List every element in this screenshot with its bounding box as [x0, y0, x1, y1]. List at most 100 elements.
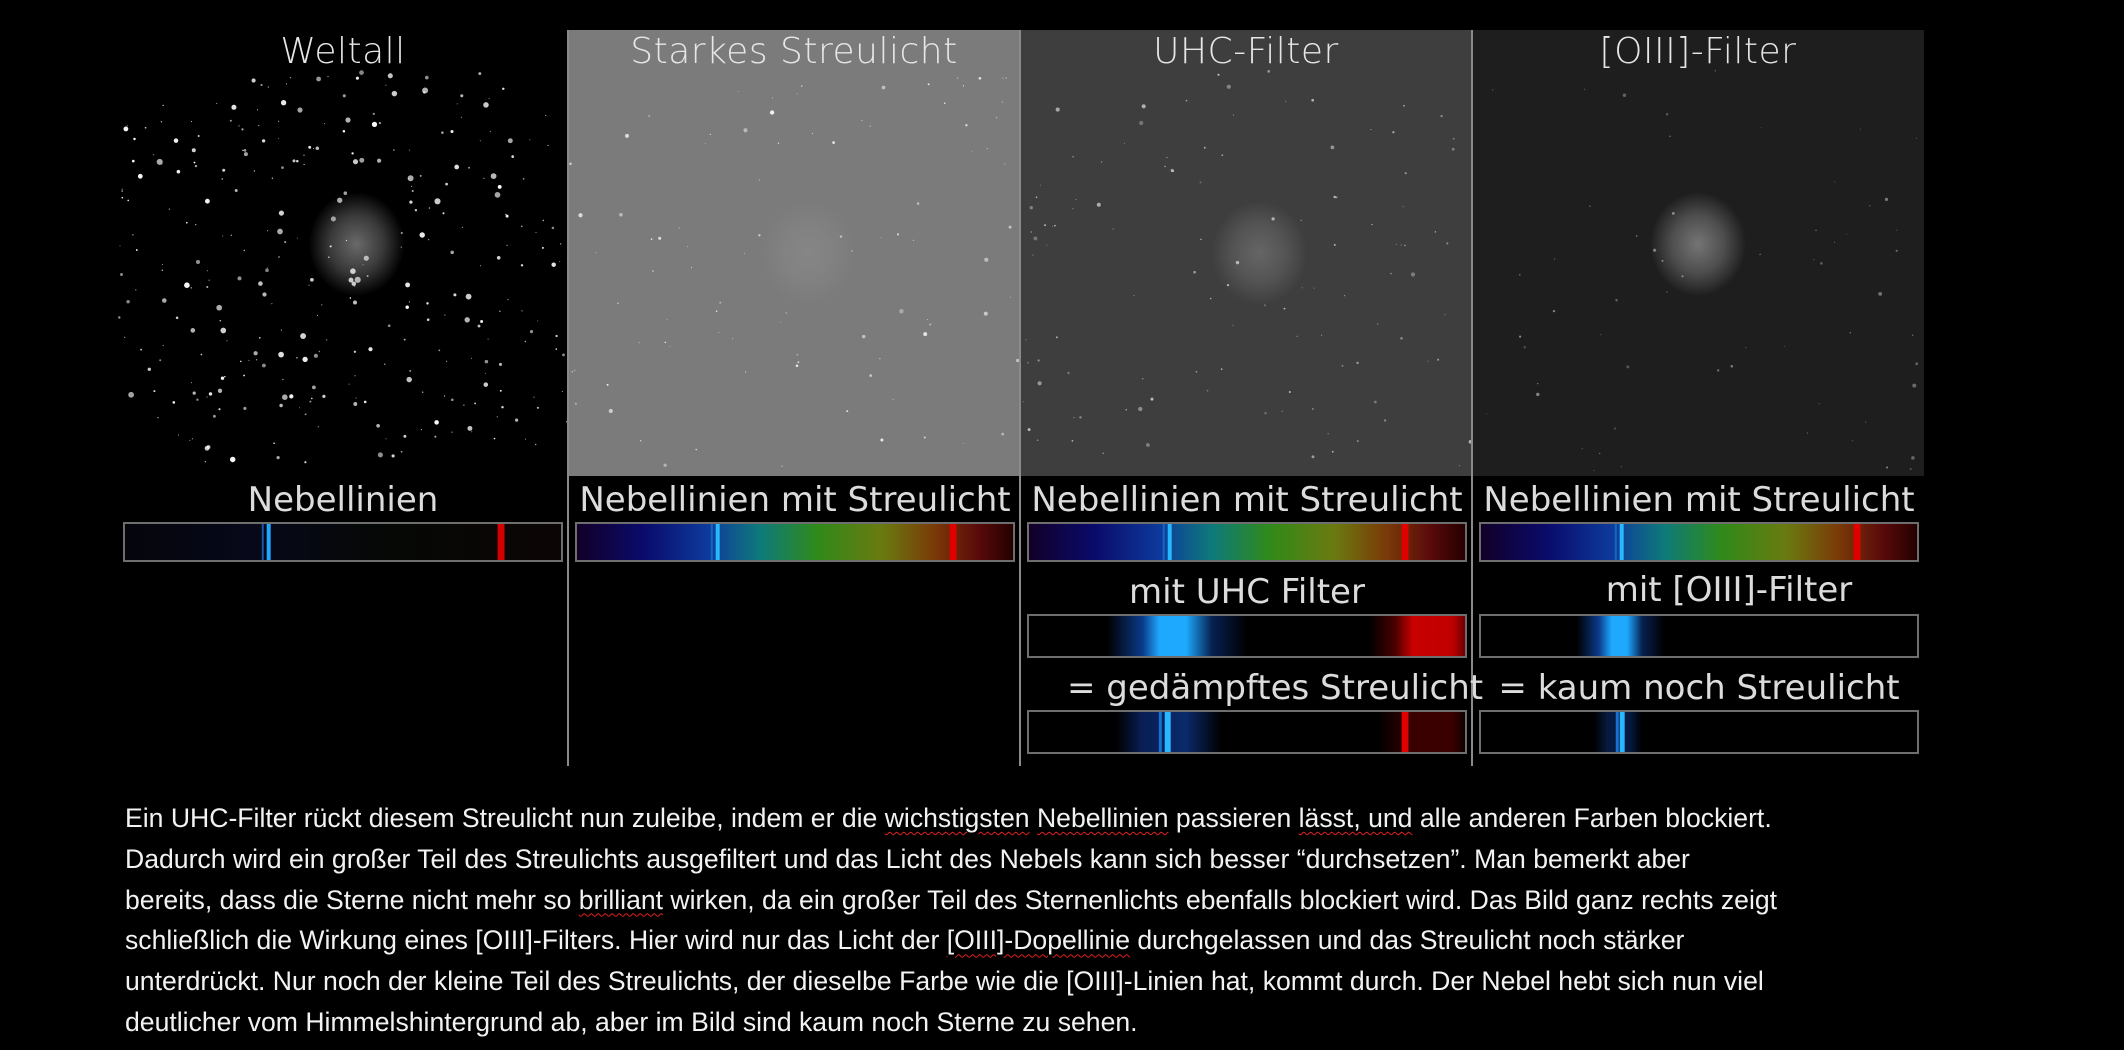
- star: [186, 222, 188, 224]
- star: [262, 364, 266, 368]
- star: [1313, 288, 1314, 289]
- star: [491, 173, 497, 179]
- star: [384, 363, 385, 364]
- star: [535, 444, 536, 445]
- star: [738, 91, 739, 92]
- nebula-blob: [760, 201, 856, 305]
- star: [254, 170, 255, 171]
- star: [425, 76, 429, 80]
- spellcheck-word[interactable]: Nebellinien: [1037, 803, 1169, 833]
- star: [1133, 295, 1134, 296]
- star: [1333, 196, 1336, 199]
- star: [364, 401, 367, 404]
- star: [1207, 390, 1209, 392]
- star: [691, 267, 692, 268]
- divider-3: [1471, 30, 1473, 766]
- star: [297, 107, 302, 112]
- star: [1200, 239, 1201, 240]
- star: [256, 359, 257, 360]
- star: [1815, 230, 1816, 231]
- star: [501, 406, 503, 408]
- star: [290, 77, 291, 78]
- star: [1731, 365, 1734, 368]
- star: [331, 216, 336, 221]
- star: [665, 342, 667, 344]
- star: [772, 97, 773, 98]
- star: [971, 151, 972, 152]
- star: [359, 158, 364, 163]
- star: [1384, 419, 1386, 421]
- star: [489, 98, 490, 99]
- star: [453, 293, 456, 296]
- star: [1004, 163, 1005, 164]
- spellcheck-word[interactable]: brilliant: [579, 885, 663, 915]
- star: [330, 245, 332, 247]
- star: [282, 394, 288, 400]
- star: [963, 85, 964, 86]
- star: [409, 370, 411, 372]
- star: [1151, 398, 1154, 401]
- star: [917, 202, 920, 205]
- star: [191, 121, 192, 122]
- star: [1233, 114, 1234, 115]
- star: [485, 360, 489, 364]
- star: [1403, 105, 1405, 107]
- star: [506, 245, 507, 246]
- star: [944, 102, 946, 104]
- star: [278, 256, 279, 257]
- star: [162, 298, 167, 303]
- star: [1912, 334, 1914, 336]
- spectrum-oiii-result: [1479, 710, 1919, 754]
- star: [192, 148, 196, 152]
- star: [778, 143, 779, 144]
- star: [355, 277, 361, 283]
- star: [346, 240, 347, 241]
- star: [1377, 323, 1378, 324]
- star: [1440, 115, 1442, 117]
- star: [1193, 271, 1196, 274]
- star: [1067, 372, 1069, 374]
- star: [446, 361, 447, 362]
- star: [345, 117, 350, 122]
- star: [461, 117, 462, 118]
- star: [913, 240, 914, 241]
- spellcheck-word[interactable]: lässt, und: [1299, 803, 1413, 833]
- spectrum-uhc-result: [1027, 710, 1467, 754]
- star: [1819, 403, 1820, 404]
- star: [1452, 148, 1455, 151]
- star: [957, 78, 958, 79]
- star: [780, 322, 781, 323]
- star: [1166, 157, 1167, 158]
- panel-title-weltall: Weltall: [118, 30, 568, 74]
- star: [744, 253, 745, 254]
- star: [1072, 208, 1074, 210]
- star: [259, 337, 261, 339]
- star: [401, 232, 403, 234]
- star: [965, 124, 967, 126]
- star: [408, 175, 414, 181]
- spellcheck-word[interactable]: wichstigsten: [885, 803, 1030, 833]
- star: [480, 265, 481, 266]
- star: [797, 93, 798, 94]
- star: [405, 282, 410, 287]
- star: [379, 122, 381, 124]
- spellcheck-word[interactable]: [OIII]-Dopellinie: [947, 925, 1130, 955]
- star: [1600, 334, 1601, 335]
- star: [1072, 156, 1073, 157]
- star: [506, 215, 509, 218]
- star: [271, 303, 272, 304]
- star: [162, 264, 163, 265]
- star: [272, 178, 273, 179]
- star: [231, 235, 232, 236]
- star: [343, 130, 346, 133]
- star: [467, 426, 472, 431]
- star: [267, 267, 268, 268]
- star: [311, 398, 313, 400]
- star: [525, 341, 526, 342]
- star: [262, 292, 266, 296]
- star: [368, 347, 372, 351]
- star: [326, 339, 327, 340]
- star: [1172, 170, 1174, 172]
- star: [304, 461, 306, 463]
- star: [220, 320, 221, 321]
